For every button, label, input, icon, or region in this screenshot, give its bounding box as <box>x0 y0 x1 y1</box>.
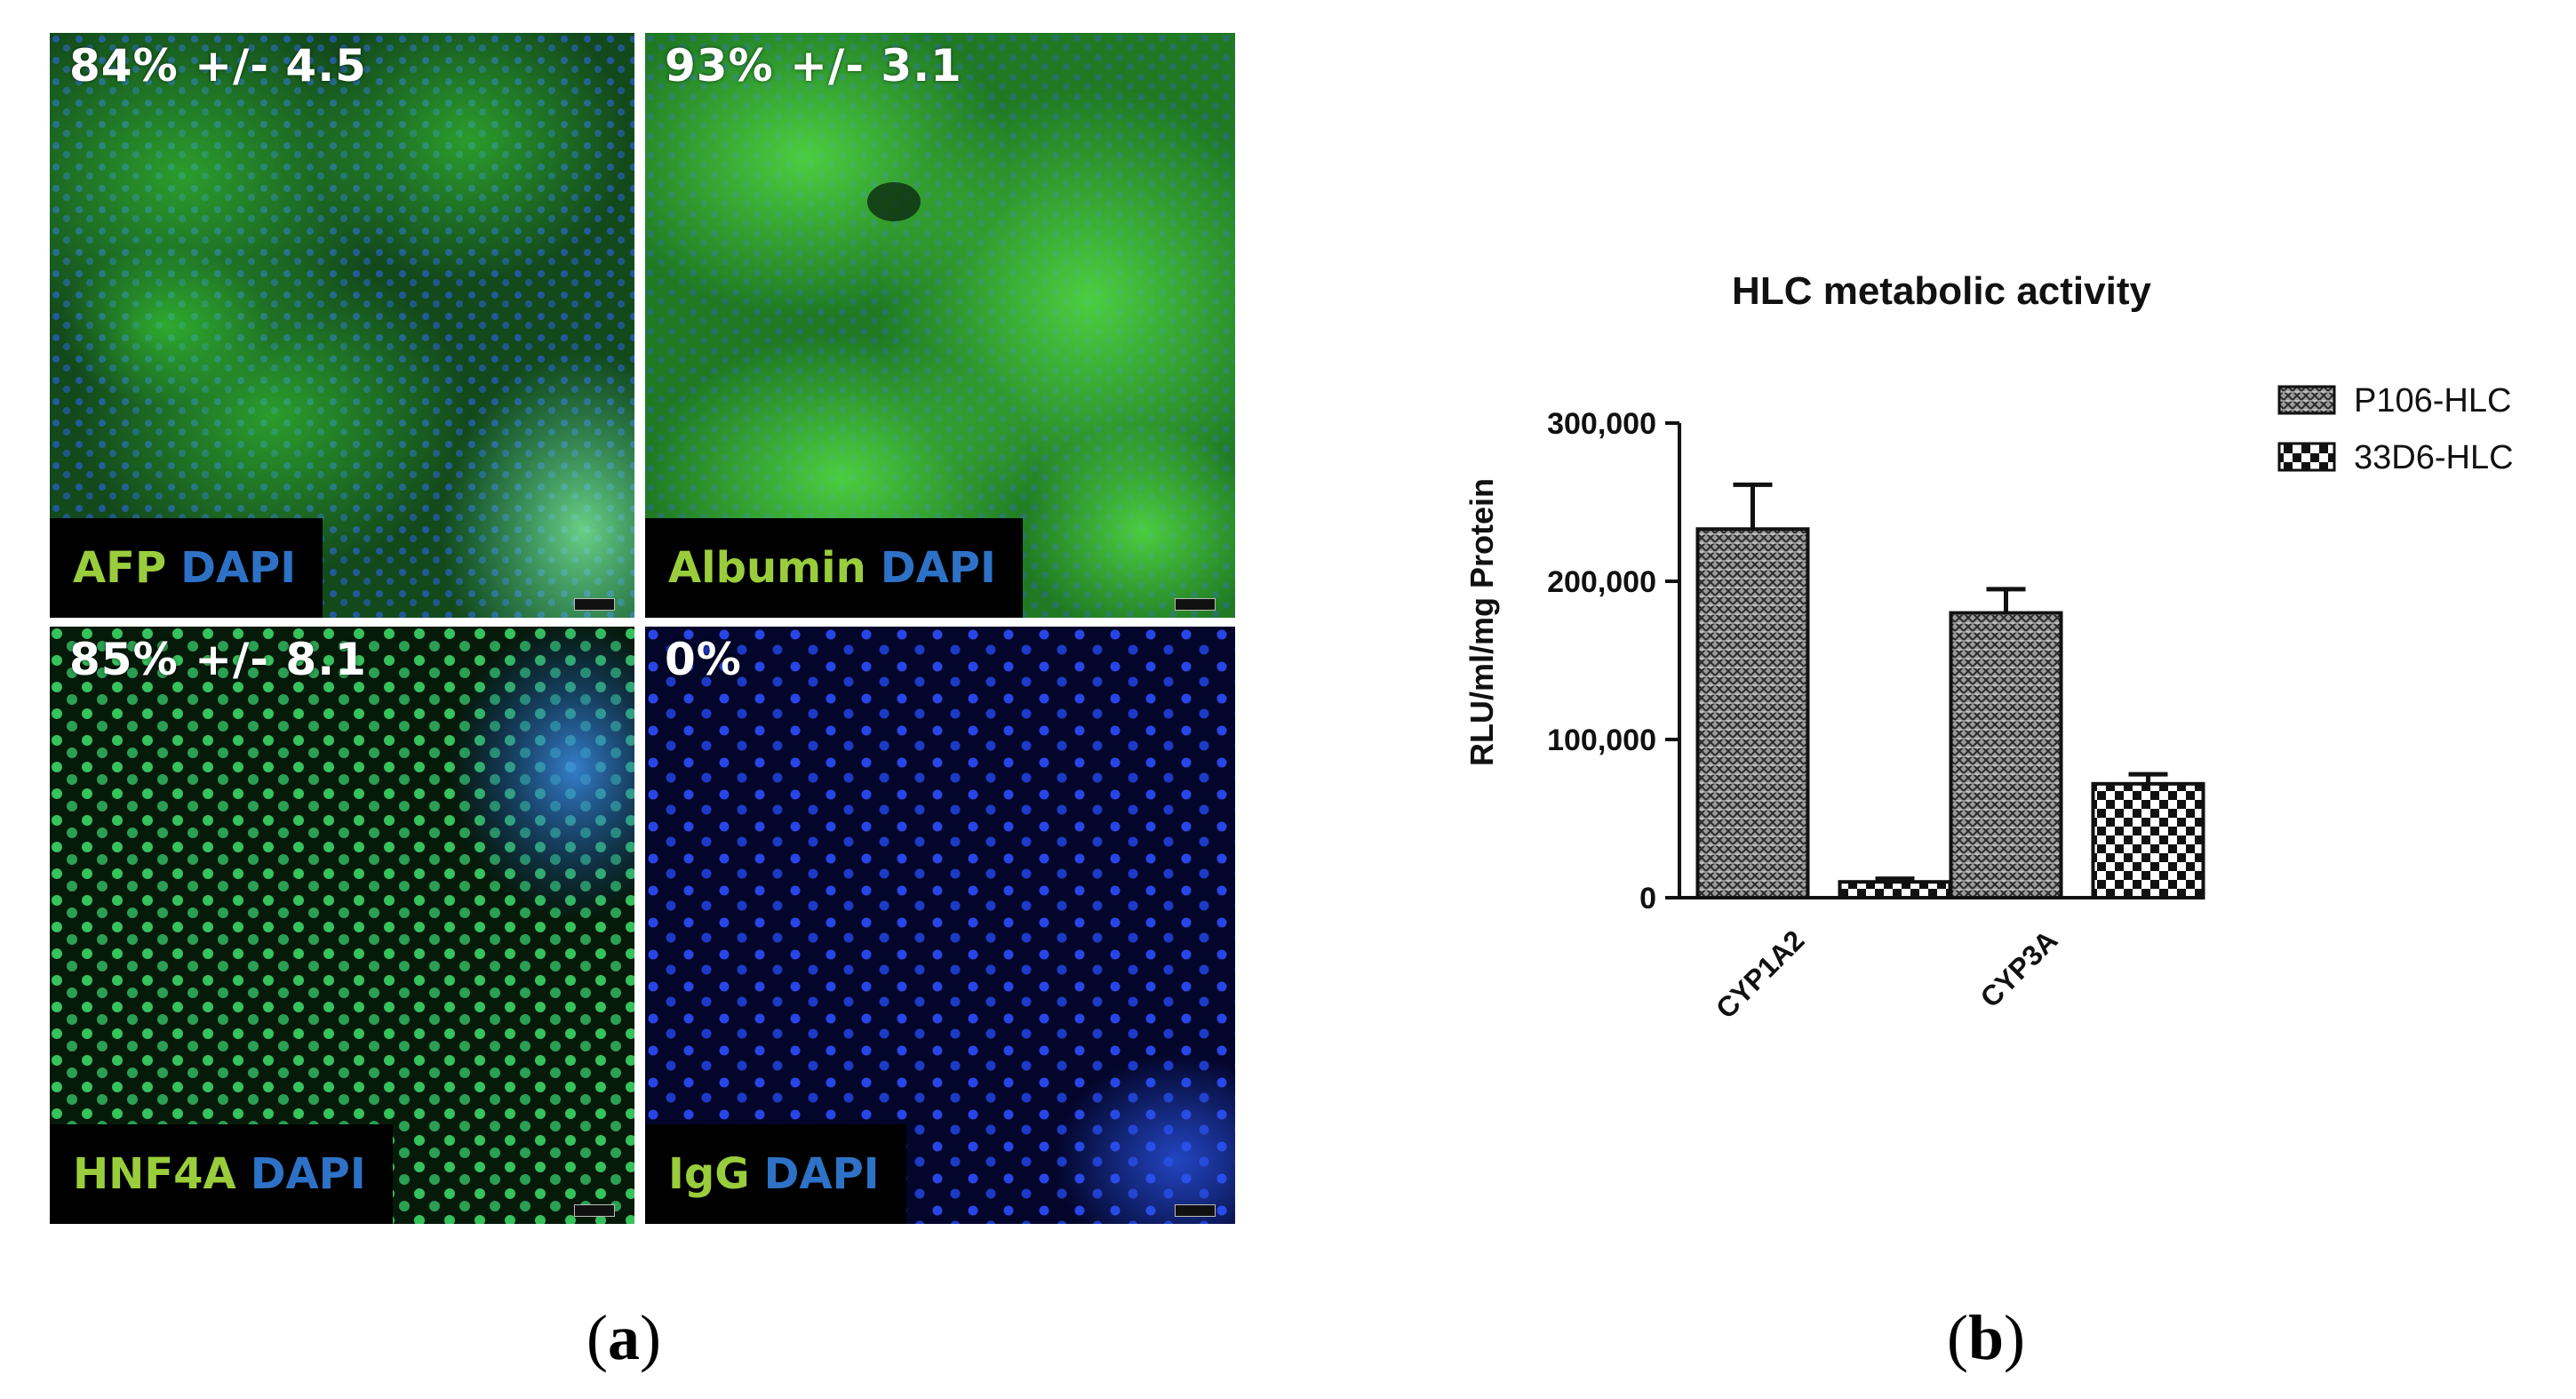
afp-stain-image <box>50 33 634 618</box>
hnf4a-scale-bar <box>574 1204 615 1217</box>
hnf4a-dapi-text: DAPI <box>250 1149 366 1199</box>
hnf4a-percent-label: 85% +/- 8.1 <box>69 634 367 685</box>
y-tick-label: 300,000 <box>1547 407 1656 441</box>
igg-stain-label: IgG DAPI <box>645 1124 906 1224</box>
igg-dapi-text: DAPI <box>763 1149 880 1199</box>
hnf4a-marker-text: HNF4A <box>73 1149 236 1199</box>
afp-scale-bar <box>574 598 615 611</box>
chart-legend: P106-HLC 33D6-HLC <box>2277 382 2514 476</box>
albumin-scale-bar <box>1175 598 1216 611</box>
afp-dapi-text: DAPI <box>180 543 297 593</box>
albumin-dapi-text: DAPI <box>880 543 996 593</box>
chart-bars <box>1695 482 2205 900</box>
bar-p106-hlc-cyp3a <box>1949 611 2063 899</box>
hnf4a-stain-label: HNF4A DAPI <box>50 1124 393 1224</box>
afp-stain-label: AFP DAPI <box>50 518 323 618</box>
chart-axes: 0 100,000 200,000 300,000 CYP1A2 CYP3A <box>1547 407 2186 1022</box>
albumin-marker-text: Albumin <box>668 543 866 593</box>
legend-swatch <box>2277 442 2336 472</box>
legend-label: P106-HLC <box>2354 382 2511 420</box>
y-tick-label: 100,000 <box>1547 723 1656 757</box>
hnf4a-dapi-image: 85% +/- 8.1 HNF4A DAPI <box>50 627 634 1224</box>
afp-marker-text: AFP <box>73 543 167 593</box>
igg-scale-bar <box>1175 1204 1216 1217</box>
igg-percent-label: 0% <box>665 634 742 685</box>
afp-dapi-image: 84% +/- 4.5 AFP DAPI <box>50 33 634 618</box>
y-tick-label: 200,000 <box>1547 565 1656 599</box>
panel-b-label: (b) <box>1947 1302 2026 1373</box>
igg-dapi-image: 0% IgG DAPI <box>645 627 1235 1224</box>
panel-a-label: (a) <box>586 1302 661 1373</box>
albumin-dapi-image: 93% +/- 3.1 Albumin DAPI <box>645 33 1235 618</box>
microscopy-panel-a: 84% +/- 4.5 AFP DAPI 93% +/- 3.1 Albumin D… <box>50 33 1235 1224</box>
y-axis-label: RLU/ml/mg Protein <box>1463 478 1500 766</box>
y-tick-label: 0 <box>1639 882 1656 915</box>
bar-p106-hlc-cyp1a2 <box>1695 527 1810 899</box>
bar-33d6-hlc-cyp1a2 <box>1838 880 1952 900</box>
x-tick-label: CYP3A <box>1974 923 2064 1013</box>
albumin-stain-label: Albumin DAPI <box>645 518 1023 618</box>
albumin-percent-label: 93% +/- 3.1 <box>665 40 962 92</box>
afp-percent-label: 84% +/- 4.5 <box>69 40 367 92</box>
x-tick-label: CYP1A2 <box>1710 923 1810 1022</box>
metabolic-activity-chart: HLC metabolic activity RLU/ml/mg Protein… <box>1463 269 2514 1022</box>
legend-label: 33D6-HLC <box>2354 439 2514 476</box>
chart-title: HLC metabolic activity <box>1732 269 2151 313</box>
igg-marker-text: IgG <box>668 1149 750 1199</box>
legend-swatch <box>2277 385 2336 415</box>
bar-33d6-hlc-cyp3a <box>2091 781 2205 900</box>
